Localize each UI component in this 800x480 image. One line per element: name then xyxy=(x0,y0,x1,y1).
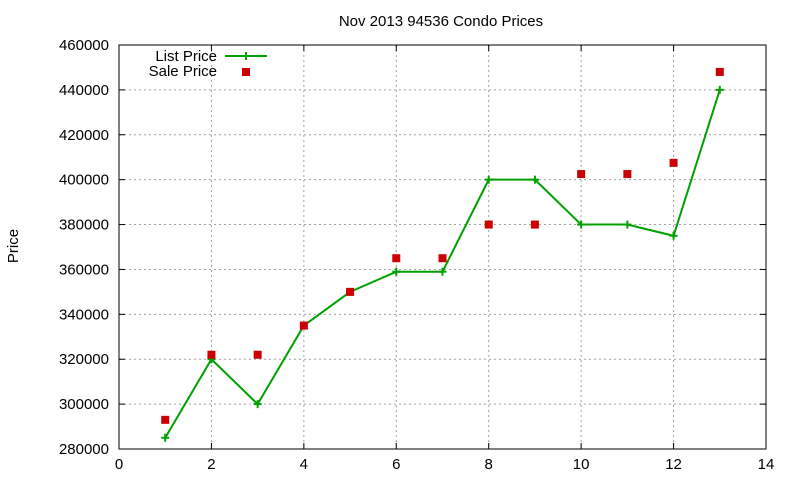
x-tick-label: 6 xyxy=(392,456,400,473)
axis-ticks: 0 2 4 6 8 10 12 14 280000 300000 320000 340000 36000… xyxy=(59,37,774,473)
sale-price-point xyxy=(392,254,401,263)
list-price-point xyxy=(715,85,724,94)
sale-price-point xyxy=(299,321,308,330)
legend-label-list-price: List Price xyxy=(155,48,217,65)
sale-price-point xyxy=(253,350,262,359)
sale-price-point xyxy=(623,170,632,179)
y-tick-label: 420000 xyxy=(59,127,109,144)
sale-price-point xyxy=(438,254,447,263)
list-price-point xyxy=(484,175,493,184)
list-price-point xyxy=(438,267,447,276)
sale-price-point xyxy=(715,67,724,76)
list-price-point xyxy=(392,267,401,276)
sale-price-point xyxy=(577,170,586,179)
sale-price-point xyxy=(161,415,170,424)
list-price-point xyxy=(161,433,170,442)
x-tick-label: 8 xyxy=(485,456,493,473)
data-series xyxy=(161,67,724,442)
sale-price-point xyxy=(207,350,216,359)
list-price-point xyxy=(669,231,678,240)
x-tick-label: 4 xyxy=(300,456,308,473)
y-tick-label: 460000 xyxy=(59,37,109,54)
x-tick-label: 14 xyxy=(758,456,775,473)
list-price-point xyxy=(530,175,539,184)
list-price-line xyxy=(164,89,721,439)
legend-marker-sale-price xyxy=(242,68,250,76)
list-price-point xyxy=(253,400,262,409)
list-price-point xyxy=(577,220,586,229)
sale-price-point xyxy=(484,220,493,229)
y-tick-label: 300000 xyxy=(59,396,109,413)
sale-price-point xyxy=(530,220,539,229)
x-tick-label: 12 xyxy=(665,456,682,473)
x-tick-label: 0 xyxy=(115,456,123,473)
y-axis-label: Price xyxy=(5,229,22,263)
y-tick-label: 280000 xyxy=(59,441,109,458)
y-tick-label: 340000 xyxy=(59,306,109,323)
plot-frame xyxy=(118,44,767,450)
y-tick-label: 380000 xyxy=(59,217,109,234)
x-tick-label: 2 xyxy=(207,456,215,473)
y-tick-label: 400000 xyxy=(59,172,109,189)
sale-price-point xyxy=(346,287,355,296)
y-tick-label: 320000 xyxy=(59,351,109,368)
legend-label-sale-price: Sale Price xyxy=(149,63,217,80)
grid xyxy=(119,45,766,449)
y-tick-label: 360000 xyxy=(59,261,109,278)
y-tick-label: 440000 xyxy=(59,82,109,99)
list-price-point xyxy=(623,220,632,229)
x-tick-label: 10 xyxy=(573,456,590,473)
sale-price-point xyxy=(669,158,678,167)
chart-title: Nov 2013 94536 Condo Prices xyxy=(339,13,543,30)
